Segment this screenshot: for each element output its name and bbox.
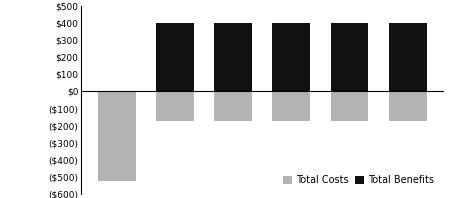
- Bar: [330, 91, 368, 121]
- Bar: [214, 91, 251, 121]
- Bar: [272, 91, 309, 121]
- Legend: Total Costs, Total Benefits: Total Costs, Total Benefits: [278, 171, 437, 189]
- Bar: [330, 23, 368, 91]
- Bar: [156, 91, 193, 121]
- Bar: [97, 91, 135, 181]
- Bar: [388, 91, 426, 121]
- Bar: [272, 23, 309, 91]
- Bar: [214, 23, 251, 91]
- Bar: [156, 23, 193, 91]
- Bar: [388, 23, 426, 91]
